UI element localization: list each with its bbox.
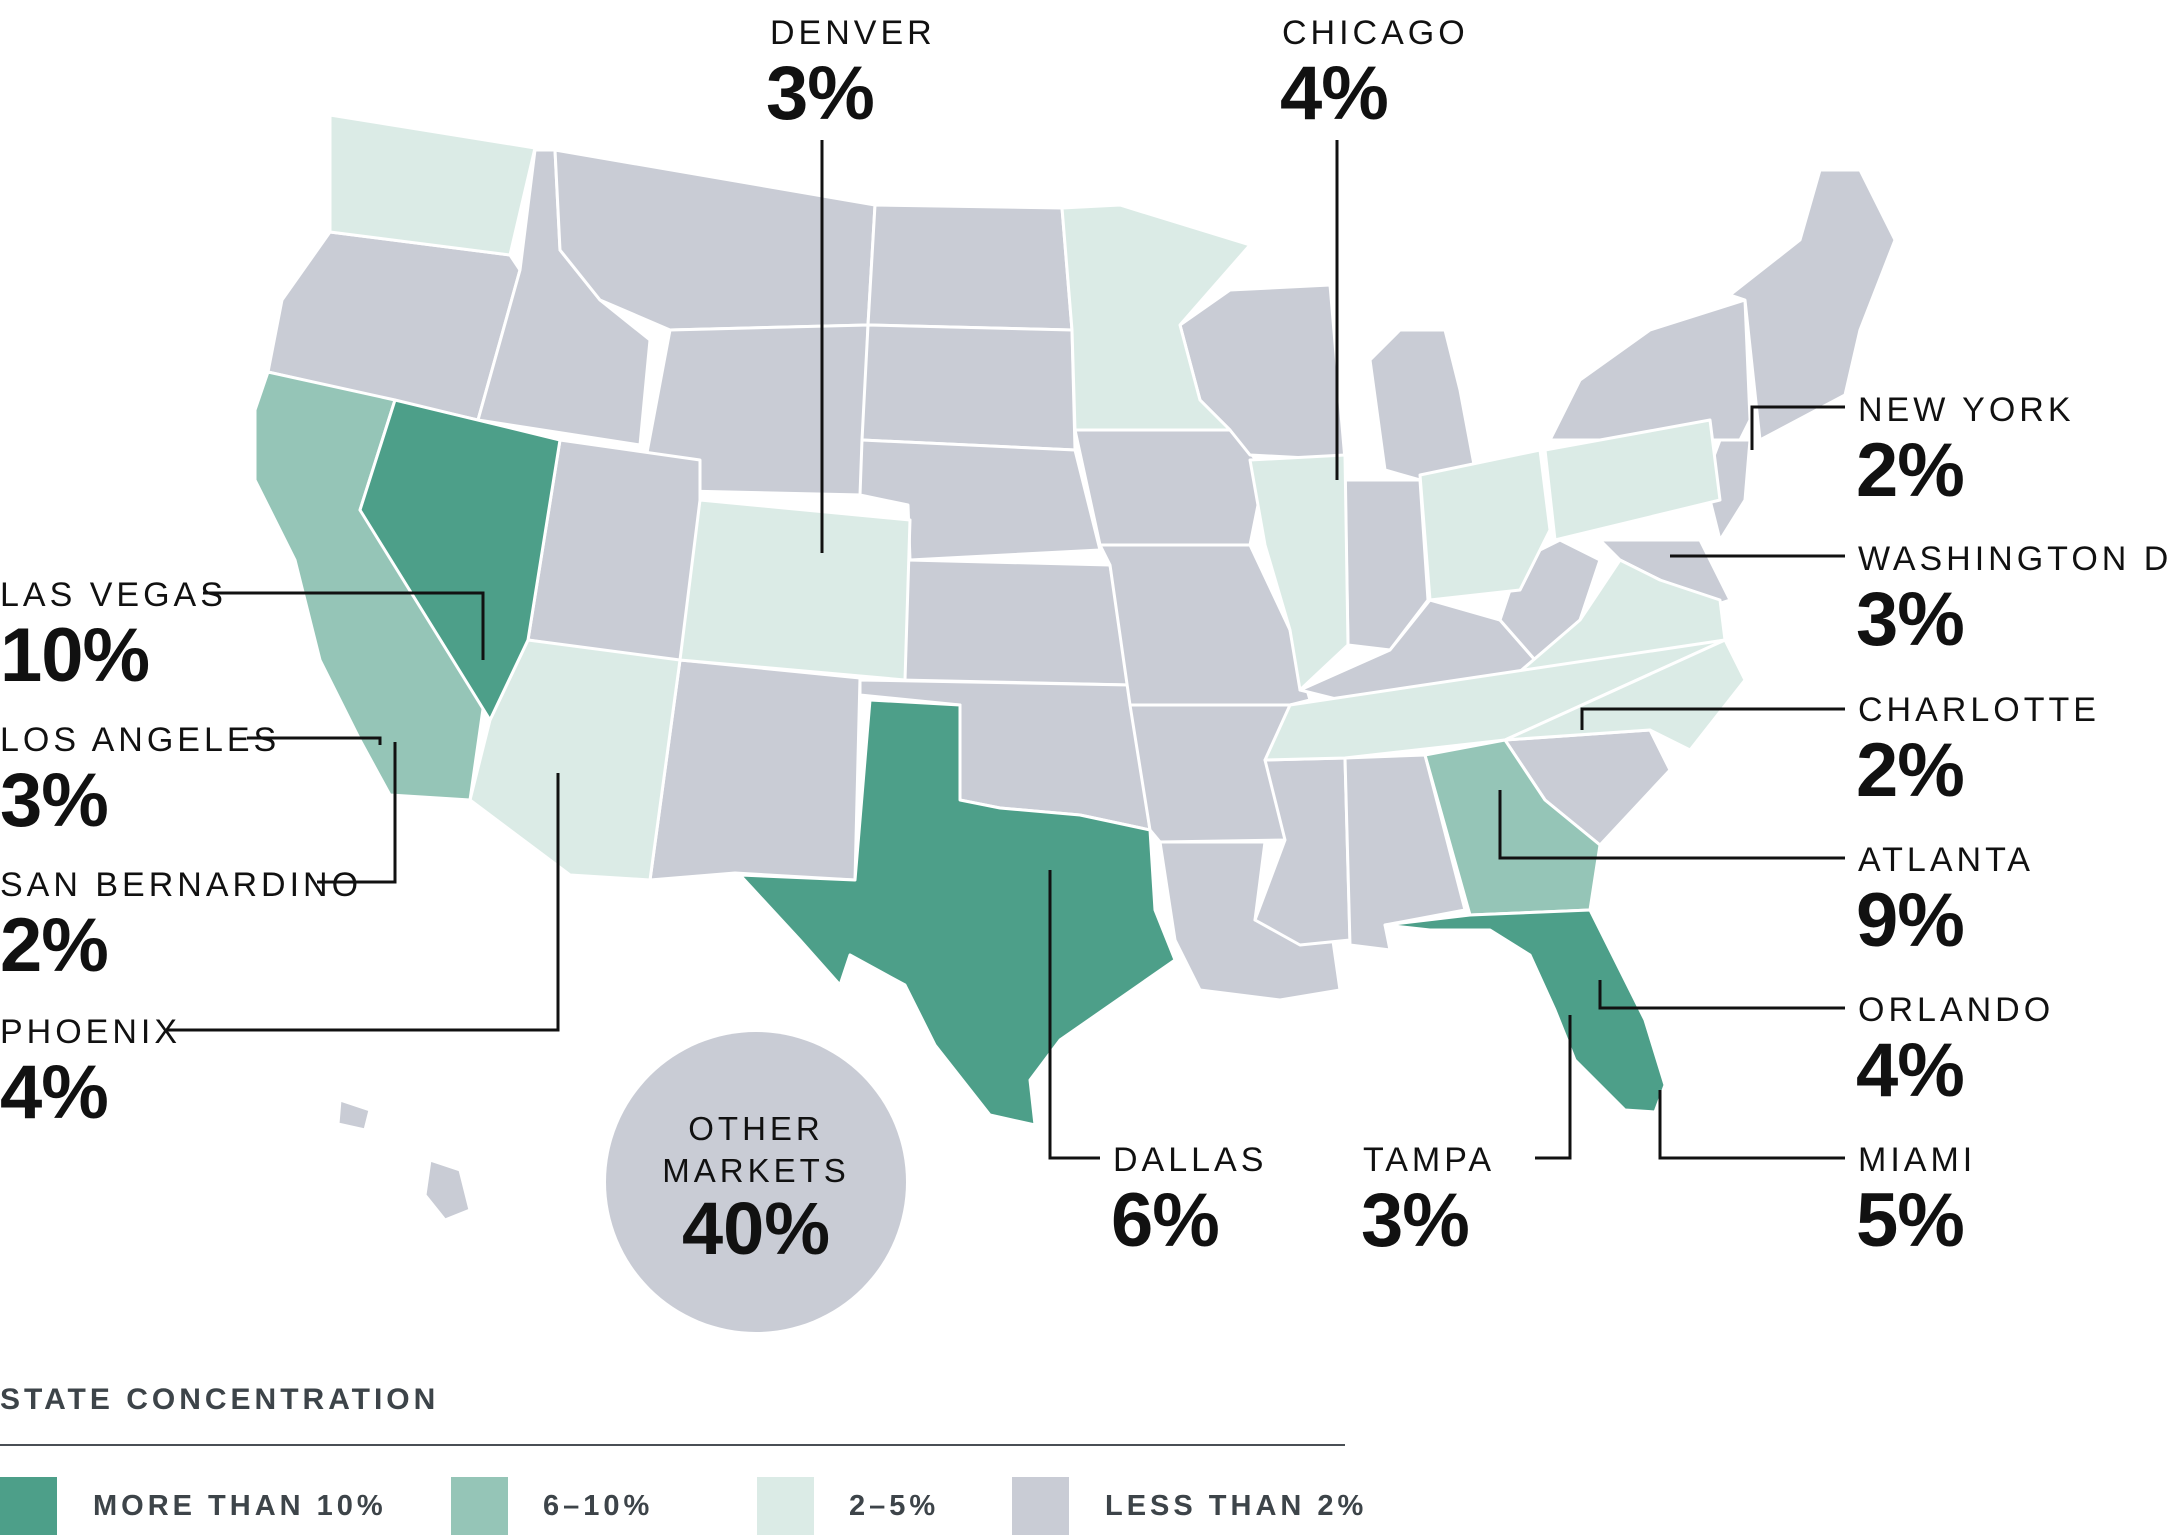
state-washington — [328, 113, 537, 257]
market-name-las-vegas: LAS VEGAS — [0, 576, 227, 614]
state-colorado — [678, 498, 912, 682]
market-name-phoenix: PHOENIX — [0, 1013, 182, 1051]
state-north-dakota — [866, 203, 1074, 332]
state-minnesota — [1060, 203, 1252, 432]
market-name-washington-dc: WASHINGTON D.C. — [1858, 540, 2175, 578]
market-name-chicago: CHICAGO — [1282, 14, 1469, 52]
legend-label-more-than-10: MORE THAN 10% — [93, 1490, 387, 1522]
other-markets-bubble: OTHER MARKETS 40% — [606, 1032, 906, 1332]
market-pct-chicago: 4% — [1280, 51, 1389, 136]
market-pct-miami: 5% — [1856, 1178, 1965, 1263]
other-markets-line1: OTHER — [688, 1110, 824, 1147]
market-name-los-angeles: LOS ANGELES — [0, 721, 281, 759]
market-name-charlotte: CHARLOTTE — [1858, 691, 2100, 729]
state-illinois — [1248, 453, 1350, 692]
state-new-england — [1728, 168, 1897, 442]
market-pct-las-vegas: 10% — [0, 613, 150, 698]
leader-charlotte — [1580, 707, 1845, 730]
legend-title: STATE CONCENTRATION — [0, 1383, 440, 1416]
legend-label-2-5: 2–5% — [849, 1490, 940, 1522]
state-louisiana — [1158, 840, 1342, 1002]
market-name-tampa: TAMPA — [1363, 1141, 1496, 1179]
legend-divider — [0, 1444, 1345, 1446]
market-pct-san-bernardino: 2% — [0, 903, 109, 988]
market-pct-dallas: 6% — [1111, 1178, 1220, 1263]
market-pct-atlanta: 9% — [1856, 878, 1965, 963]
state-michigan — [1368, 328, 1477, 482]
state-new-mexico — [648, 658, 862, 882]
other-markets-pct: 40% — [681, 1187, 831, 1270]
state-tennessee — [1263, 638, 1727, 762]
leader-las-vegas — [203, 591, 485, 660]
state-ohio — [1418, 448, 1552, 602]
legend-swatch-less-than-2 — [1012, 1477, 1069, 1535]
state-new-york — [1548, 298, 1752, 442]
legend-swatch-more-than-10 — [0, 1477, 57, 1535]
market-pct-phoenix: 4% — [0, 1050, 109, 1135]
leader-atlanta — [1498, 790, 1845, 860]
state-texas — [738, 698, 1177, 1127]
market-pct-orlando: 4% — [1856, 1028, 1965, 1113]
state-hawaii — [423, 1158, 472, 1222]
legend-label-less-than-2: LESS THAN 2% — [1105, 1490, 1368, 1522]
leader-tampa — [1535, 1015, 1572, 1160]
other-markets-line2: MARKETS — [662, 1152, 850, 1189]
market-name-new-york: NEW YORK — [1858, 391, 2075, 429]
market-name-atlanta: ATLANTA — [1858, 841, 2034, 879]
leader-san-bernardino — [317, 742, 397, 884]
state-south-dakota — [860, 323, 1077, 452]
legend-label-6-10: 6–10% — [543, 1490, 654, 1522]
market-pct-washington-dc: 3% — [1856, 577, 1965, 662]
state-florida — [1383, 908, 1667, 1114]
leader-dallas — [1048, 870, 1100, 1160]
legend-swatch-2-5 — [757, 1477, 814, 1535]
state-iowa — [1073, 428, 1267, 547]
market-pct-new-york: 2% — [1856, 428, 1965, 513]
market-pct-denver: 3% — [766, 51, 875, 136]
market-name-dallas: DALLAS — [1113, 1141, 1268, 1179]
legend-swatch-6-10 — [451, 1477, 508, 1535]
market-pct-charlotte: 2% — [1856, 728, 1965, 813]
market-pct-los-angeles: 3% — [0, 758, 109, 843]
leader-new-york — [1750, 405, 1845, 450]
leader-los-angeles — [247, 736, 382, 745]
market-name-miami: MIAMI — [1858, 1141, 1977, 1179]
state-hawaii-small — [336, 1098, 372, 1132]
leader-miami — [1658, 1090, 1845, 1160]
state-nevada — [358, 398, 562, 722]
leader-orlando — [1598, 980, 1845, 1010]
leader-phoenix — [167, 773, 560, 1032]
state-kansas — [898, 558, 1132, 687]
state-pennsylvania — [1543, 418, 1722, 542]
market-pct-tampa: 3% — [1361, 1178, 1470, 1263]
market-name-denver: DENVER — [770, 14, 936, 52]
market-name-orlando: ORLANDO — [1858, 991, 2055, 1029]
state-north-carolina — [1503, 638, 1747, 752]
market-name-san-bernardino: SAN BERNARDINO — [0, 866, 363, 904]
